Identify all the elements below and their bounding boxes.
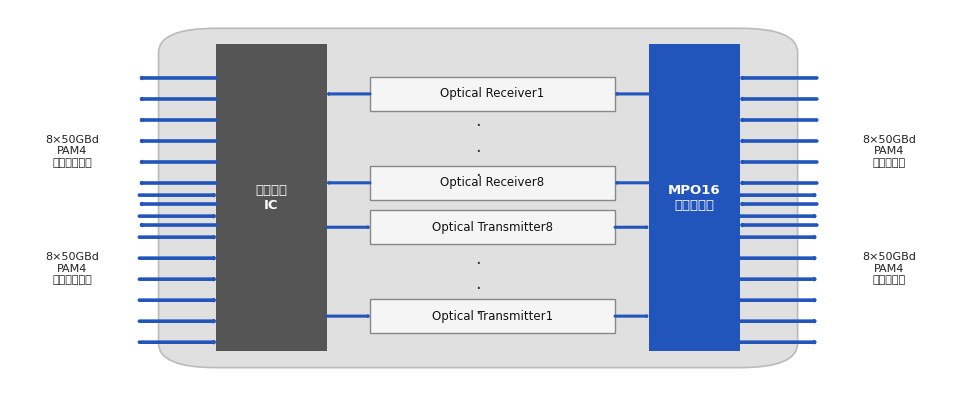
Text: Optical Receiver8: Optical Receiver8 xyxy=(440,176,545,189)
Text: ·
·
·: · · · xyxy=(475,255,480,323)
FancyBboxPatch shape xyxy=(370,77,615,111)
FancyBboxPatch shape xyxy=(370,299,615,333)
Text: MPO16
コネクター: MPO16 コネクター xyxy=(668,184,721,212)
Text: 8×50GBd
PAM4
電気信号出力: 8×50GBd PAM4 電気信号出力 xyxy=(45,135,99,168)
Text: Optical Transmitter1: Optical Transmitter1 xyxy=(431,309,554,323)
FancyBboxPatch shape xyxy=(370,166,615,200)
Text: Optical Transmitter8: Optical Transmitter8 xyxy=(432,221,553,234)
FancyBboxPatch shape xyxy=(216,44,327,351)
Text: 8×50GBd
PAM4
電気信号入力: 8×50GBd PAM4 電気信号入力 xyxy=(45,252,99,285)
Text: 8×50GBd
PAM4
光信号出力: 8×50GBd PAM4 光信号出力 xyxy=(862,252,916,285)
FancyBboxPatch shape xyxy=(370,210,615,244)
Text: Optical Receiver1: Optical Receiver1 xyxy=(440,87,545,101)
FancyBboxPatch shape xyxy=(159,28,798,368)
Text: ·
·
·: · · · xyxy=(475,118,480,185)
Text: 8×50GBd
PAM4
光信号入力: 8×50GBd PAM4 光信号入力 xyxy=(862,135,916,168)
Text: 信号処理
IC: 信号処理 IC xyxy=(256,184,287,212)
FancyBboxPatch shape xyxy=(649,44,740,351)
